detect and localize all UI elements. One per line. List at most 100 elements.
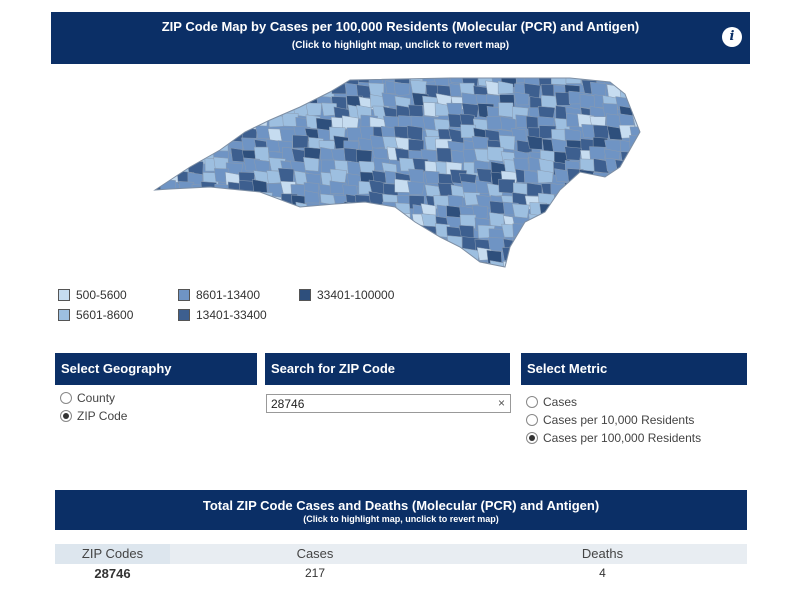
zip-region[interactable] [173, 195, 190, 210]
zip-region[interactable] [266, 228, 283, 243]
zip-region[interactable] [253, 268, 269, 272]
zip-region[interactable] [186, 124, 204, 140]
zip-region[interactable] [165, 101, 182, 117]
zip-region[interactable] [173, 202, 192, 217]
zip-region[interactable] [512, 256, 530, 270]
zip-region[interactable] [187, 257, 205, 272]
zip-region[interactable] [175, 83, 192, 97]
zip-region[interactable] [160, 204, 177, 219]
zip-region[interactable] [200, 236, 216, 251]
zip-region[interactable] [225, 75, 241, 89]
zip-region[interactable] [174, 148, 191, 164]
info-icon[interactable]: i [722, 27, 742, 47]
zip-region[interactable] [265, 245, 282, 261]
zip-region[interactable] [606, 125, 625, 141]
zip-region[interactable] [343, 201, 361, 217]
zip-region[interactable] [189, 136, 205, 150]
zip-region[interactable] [304, 80, 320, 94]
zip-region[interactable] [345, 235, 362, 249]
zip-region[interactable] [601, 189, 618, 205]
zip-region[interactable] [281, 269, 296, 272]
zip-region[interactable] [645, 215, 650, 228]
zip-region[interactable] [399, 238, 417, 253]
zip-region[interactable] [330, 223, 347, 238]
zip-region[interactable] [606, 212, 623, 226]
zip-region[interactable] [227, 225, 244, 242]
zip-region[interactable] [282, 79, 298, 94]
zip-region[interactable] [485, 268, 501, 272]
zip-region[interactable] [539, 203, 555, 220]
zip-region[interactable] [153, 106, 170, 122]
zip-region[interactable] [225, 113, 242, 130]
zip-region[interactable] [438, 270, 453, 272]
zip-region[interactable] [290, 93, 307, 107]
zip-search-input[interactable] [267, 395, 495, 412]
zip-region[interactable] [150, 228, 164, 242]
zip-region[interactable] [446, 260, 463, 272]
zip-region[interactable] [618, 269, 633, 272]
zip-region[interactable] [355, 213, 373, 228]
zip-region[interactable] [269, 238, 285, 253]
zip-region[interactable] [619, 192, 636, 208]
zip-region[interactable] [342, 246, 358, 261]
zip-region[interactable] [643, 227, 650, 240]
zip-region[interactable] [489, 260, 506, 272]
zip-region[interactable] [229, 92, 246, 106]
zip-region[interactable] [512, 266, 530, 272]
zip-region[interactable] [304, 190, 320, 206]
zip-region[interactable] [424, 170, 440, 185]
zip-region[interactable] [264, 79, 282, 95]
zip-region[interactable] [243, 213, 259, 229]
zip-region[interactable] [576, 237, 593, 252]
zip-region[interactable] [331, 216, 348, 231]
zip-region[interactable] [615, 216, 631, 233]
zip-region[interactable] [589, 247, 606, 262]
zip-region[interactable] [410, 258, 426, 272]
zip-region[interactable] [201, 72, 218, 86]
zip-region[interactable] [294, 256, 310, 272]
zip-region[interactable] [303, 72, 321, 85]
zip-region[interactable] [204, 245, 222, 260]
table-header[interactable]: Total ZIP Code Cases and Deaths (Molecul… [55, 490, 747, 530]
zip-region[interactable] [646, 103, 650, 117]
zip-region[interactable] [241, 247, 257, 262]
zip-region[interactable] [227, 191, 245, 206]
zip-region[interactable] [188, 114, 205, 129]
zip-region[interactable] [551, 248, 568, 263]
radio-zip-code[interactable]: ZIP Code [60, 409, 127, 423]
zip-region[interactable] [150, 235, 167, 251]
zip-region[interactable] [633, 257, 649, 272]
zip-region[interactable] [214, 227, 231, 243]
zip-region[interactable] [643, 72, 650, 84]
zip-region[interactable] [165, 93, 182, 107]
zip-region[interactable] [604, 202, 622, 216]
zip-region[interactable] [305, 102, 322, 117]
zip-region[interactable] [563, 213, 580, 229]
zip-region[interactable] [255, 212, 273, 228]
zip-region[interactable] [198, 107, 215, 121]
zip-region[interactable] [620, 75, 636, 90]
zip-region[interactable] [398, 257, 415, 272]
zip-region[interactable] [630, 226, 646, 240]
zip-region[interactable] [577, 182, 593, 197]
zip-region[interactable] [217, 118, 233, 133]
zip-region[interactable] [421, 213, 437, 228]
zip-region[interactable] [200, 81, 217, 95]
map-regions[interactable] [150, 72, 650, 272]
zip-region[interactable] [486, 115, 503, 130]
zip-region[interactable] [202, 129, 219, 144]
zip-region[interactable] [174, 246, 192, 262]
zip-region[interactable] [176, 234, 193, 249]
zip-region[interactable] [566, 202, 582, 217]
zip-region[interactable] [355, 246, 374, 261]
zip-region[interactable] [213, 191, 231, 206]
zip-region[interactable] [393, 82, 411, 96]
zip-region[interactable] [370, 203, 388, 218]
zip-region[interactable] [409, 246, 425, 261]
zip-region[interactable] [291, 216, 307, 232]
zip-region[interactable] [189, 225, 206, 240]
zip-region[interactable] [150, 126, 165, 141]
zip-region[interactable] [630, 146, 646, 160]
zip-region[interactable] [555, 258, 572, 271]
zip-region[interactable] [176, 106, 193, 122]
